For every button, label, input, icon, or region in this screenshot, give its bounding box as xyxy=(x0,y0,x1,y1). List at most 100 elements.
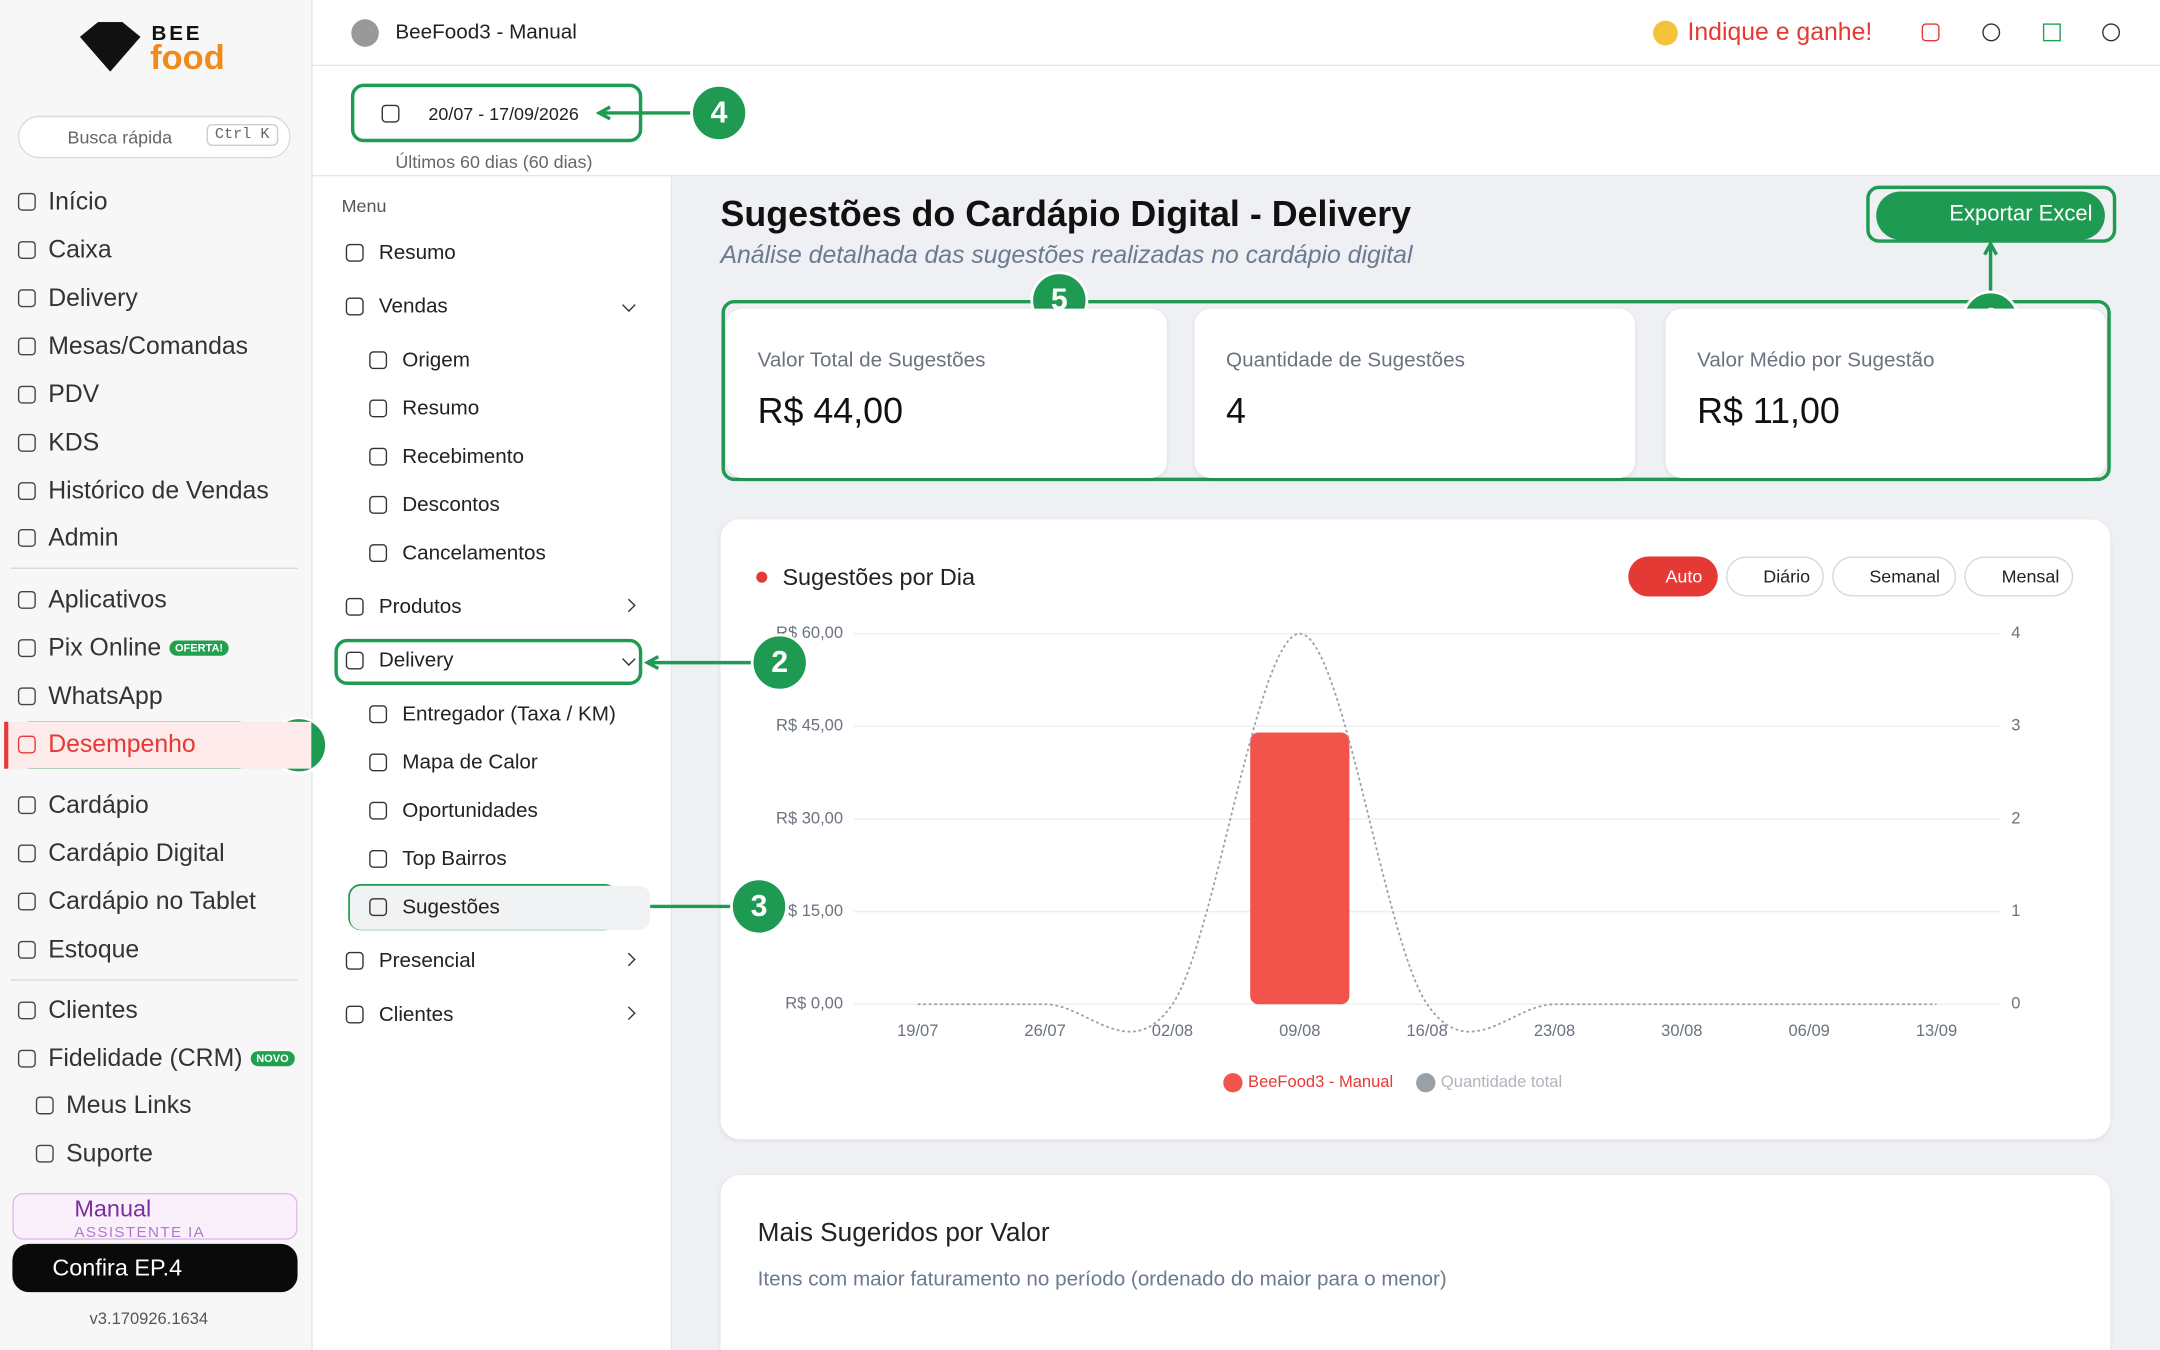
section-title: Mais Sugeridos por Valor xyxy=(757,1219,1050,1249)
menu-icon xyxy=(345,297,364,316)
nav-badge: NOVO xyxy=(250,1051,295,1067)
menu-icon xyxy=(369,544,388,563)
nav-icon xyxy=(17,241,36,259)
assistant-title: Manual xyxy=(74,1195,152,1222)
period-button[interactable] xyxy=(1832,556,1957,597)
menu-icon xyxy=(369,495,388,514)
nav-item[interactable]: Caixa xyxy=(48,235,112,264)
nav-item[interactable]: Desempenho xyxy=(48,730,196,758)
menu-column xyxy=(312,176,673,1350)
menu-active-bg xyxy=(349,885,651,930)
nav-icon xyxy=(17,796,36,815)
menu-icon xyxy=(345,243,364,262)
period-label: Diário xyxy=(1763,566,1811,587)
period-button[interactable] xyxy=(1628,556,1718,597)
menu-heading: Menu xyxy=(341,195,387,217)
menu-item[interactable]: Resumo xyxy=(402,396,480,421)
kpi-value: R$ 44,00 xyxy=(757,389,904,432)
nav-icon xyxy=(35,1144,54,1163)
nav-icon xyxy=(17,385,36,404)
nav-item[interactable]: WhatsApp xyxy=(48,681,163,710)
period-label: Semanal xyxy=(1869,566,1941,587)
divider xyxy=(11,979,298,981)
menu-item[interactable]: Presencial xyxy=(378,949,476,973)
store-icon xyxy=(351,19,379,47)
date-range[interactable]: 20/07 - 17/09/2026 xyxy=(428,103,579,124)
section-subtitle: Itens com maior faturamento no período (… xyxy=(757,1267,1447,1291)
period-button[interactable] xyxy=(1964,556,2074,597)
nav-item[interactable]: Clientes xyxy=(48,995,138,1024)
menu-item[interactable]: Oportunidades xyxy=(402,798,538,823)
assistant-subtitle: ASSISTENTE IA xyxy=(74,1224,206,1242)
nav-icon xyxy=(17,940,36,959)
menu-icon xyxy=(369,447,388,466)
menu-item[interactable]: Clientes xyxy=(378,1002,454,1027)
nav-icon xyxy=(17,687,36,706)
nav-icon xyxy=(17,482,36,501)
nav-item[interactable]: Cardápio Digital xyxy=(48,838,225,867)
referral[interactable]: Indique e ganhe! xyxy=(1687,17,1873,46)
menu-item[interactable]: Descontos xyxy=(402,493,500,517)
brand-bottom: food xyxy=(150,38,225,78)
menu-icon xyxy=(345,1005,364,1024)
search[interactable] xyxy=(17,115,291,159)
menu-item[interactable]: Resumo xyxy=(378,241,456,265)
menu-item[interactable]: Entregador (Taxa / KM) xyxy=(402,702,616,726)
menu-item[interactable]: Top Bairros xyxy=(402,847,507,871)
chart-card xyxy=(720,519,2111,1140)
promo-text: Confira EP.4 xyxy=(52,1254,183,1282)
menu-icon xyxy=(345,597,364,616)
referral-icon xyxy=(1653,20,1678,46)
store-name[interactable]: BeeFood3 - Manual xyxy=(395,20,577,45)
menu-icon xyxy=(369,351,388,370)
nav-icon xyxy=(17,433,36,452)
nav-item[interactable]: Cardápio no Tablet xyxy=(48,887,256,915)
nav-item[interactable]: Início xyxy=(48,187,108,215)
nav-item[interactable]: Aplicativos xyxy=(48,585,167,614)
user-icon[interactable] xyxy=(2102,23,2121,42)
nav-item[interactable]: KDS xyxy=(48,428,100,456)
period-label: Mensal xyxy=(2001,566,2060,587)
menu-item[interactable]: Origem xyxy=(402,348,471,372)
divider xyxy=(11,567,298,569)
nav-item[interactable]: PDV xyxy=(48,380,100,408)
promo[interactable] xyxy=(12,1243,298,1293)
menu-item[interactable]: Recebimento xyxy=(402,444,525,469)
kpi-card xyxy=(1665,308,2107,479)
menu-item[interactable]: Sugestões xyxy=(402,895,500,919)
nav-item[interactable]: Fidelidade (CRM) xyxy=(48,1044,243,1072)
nav-icon xyxy=(17,639,36,658)
kpi-card xyxy=(725,308,1167,479)
status-icon[interactable] xyxy=(2042,23,2061,42)
menu-item[interactable]: Delivery xyxy=(378,648,454,673)
menu-item[interactable]: Mapa de Calor xyxy=(402,750,538,775)
print-icon[interactable] xyxy=(1921,23,1940,42)
nav-item[interactable]: Histórico de Vendas xyxy=(48,476,269,505)
search-placeholder: Busca rápida xyxy=(67,126,173,148)
kpi-value: 4 xyxy=(1226,389,1246,432)
menu-item[interactable]: Produtos xyxy=(378,595,462,619)
period-label: Auto xyxy=(1665,566,1703,587)
sidebar xyxy=(0,0,313,1350)
menu-icon xyxy=(369,898,388,917)
assistant[interactable] xyxy=(12,1192,298,1240)
menu-icon xyxy=(369,399,388,418)
nav-item[interactable]: Estoque xyxy=(48,935,140,963)
page-subtitle: Análise detalhada das sugestões realizad… xyxy=(720,241,1413,269)
menu-item[interactable]: Cancelamentos xyxy=(402,541,546,565)
nav-badge: OFERTA! xyxy=(169,640,229,656)
nav-item[interactable]: Suporte xyxy=(66,1139,153,1167)
menu-item[interactable]: Vendas xyxy=(378,294,448,319)
nav-item[interactable]: Meus Links xyxy=(66,1091,192,1119)
nav-item[interactable]: Delivery xyxy=(48,283,138,312)
nav-item[interactable]: Pix Online xyxy=(48,633,162,662)
kpi-label: Quantidade de Sugestões xyxy=(1226,348,1465,372)
kpi-label: Valor Médio por Sugestão xyxy=(1697,348,1935,372)
nav-item[interactable]: Mesas/Comandas xyxy=(48,331,249,360)
nav-item[interactable]: Admin xyxy=(48,523,119,552)
nav-item[interactable]: Cardápio xyxy=(48,790,149,819)
menu-icon xyxy=(345,951,364,970)
period-button[interactable] xyxy=(1726,556,1824,597)
theme-icon[interactable] xyxy=(1982,23,2001,42)
nav-icon xyxy=(17,892,36,911)
